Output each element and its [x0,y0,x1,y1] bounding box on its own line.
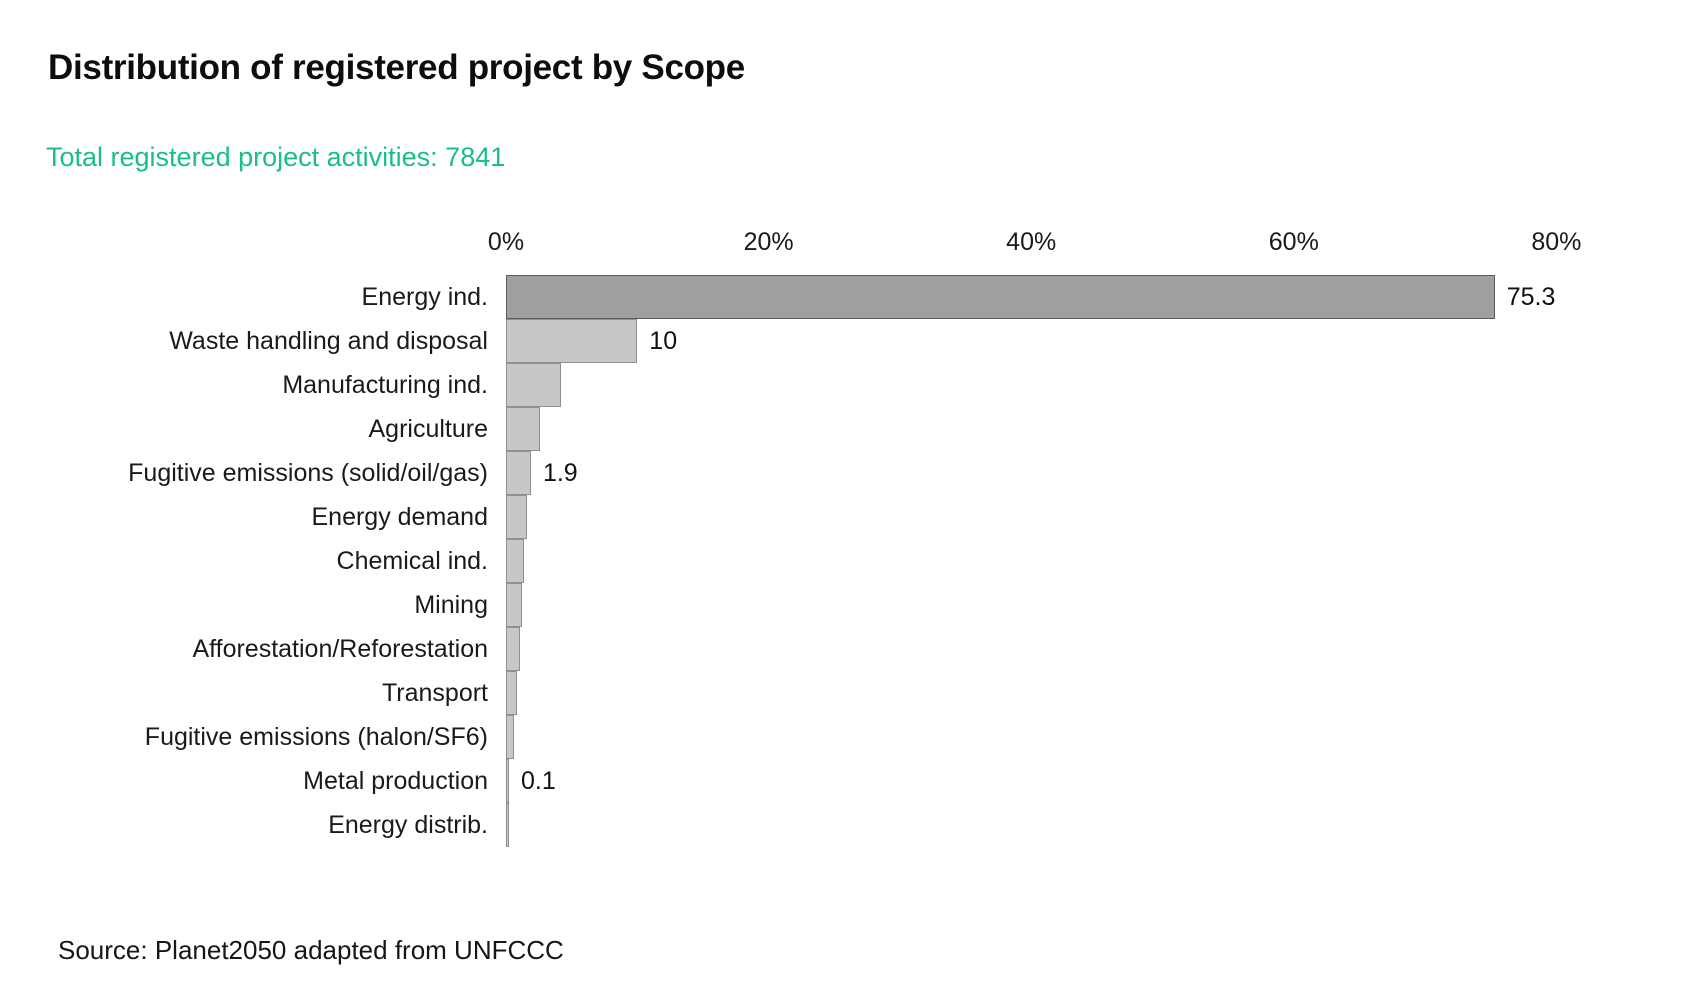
bar-track: 10 [506,319,1682,363]
bar-row: Fugitive emissions (halon/SF6) [0,715,1682,759]
x-tick-label: 40% [1006,228,1057,256]
bar-row: Chemical ind. [0,539,1682,583]
bar [506,275,1495,319]
bar-track: 1.9 [506,451,1682,495]
value-label: 75.3 [1506,282,1556,311]
bar-track [506,583,1682,627]
bar-track [506,803,1682,847]
bar [506,407,541,451]
bar-track: 75.3 [506,275,1682,319]
bar [506,671,517,715]
bar-row: Agriculture [0,407,1682,451]
bar [506,495,527,539]
bar [506,451,531,495]
bar-track [506,407,1682,451]
category-label: Chemical ind. [336,547,488,575]
bar [506,319,638,363]
bar-row: Afforestation/Reforestation [0,627,1682,671]
category-label: Energy ind. [361,283,488,311]
category-label: Energy demand [311,503,488,531]
bar-track: 0.1 [506,759,1682,803]
bar-row: Energy demand [0,495,1682,539]
source-note: Source: Planet2050 adapted from UNFCCC [58,935,564,965]
total-activities-subtitle: Total registered project activities: 784… [46,142,506,172]
category-label: Fugitive emissions (halon/SF6) [144,723,488,751]
bar [506,715,514,759]
x-tick-label: 80% [1531,228,1582,256]
category-label: Manufacturing ind. [282,371,488,399]
value-label: 1.9 [542,458,578,487]
bar [506,539,525,583]
bar-track [506,539,1682,583]
category-label: Agriculture [368,415,489,443]
bar-track [506,671,1682,715]
bar-plot: Energy ind. 75.3 Waste handling and dispos… [0,275,1682,847]
bar-row: Transport [0,671,1682,715]
bar-row: Waste handling and disposal 10 [0,319,1682,363]
value-label: 0.1 [521,766,556,795]
bar-row: Fugitive emissions (solid/oil/gas) 1.9 [0,451,1682,495]
bar-row: Energy distrib. [0,803,1682,847]
category-label: Metal production [303,767,488,795]
bar [506,803,509,847]
x-tick-label: 20% [743,228,794,256]
x-axis-ticks: 0% 20% 40% 60% 80% [0,222,1682,262]
bar [506,627,521,671]
bar [506,583,522,627]
category-label: Afforestation/Reforestation [192,635,488,663]
bar-row: Mining [0,583,1682,627]
page-title: Distribution of registered project by Sc… [48,48,745,87]
category-label: Transport [381,679,488,707]
bar-row: Energy ind. 75.3 [0,275,1682,319]
category-label: Energy distrib. [328,811,488,839]
bar-track [506,627,1682,671]
x-tick-label: 0% [487,228,525,256]
bar-row: Manufacturing ind. [0,363,1682,407]
bar [506,759,509,803]
bar-track [506,363,1682,407]
bar-track [506,715,1682,759]
value-label: 10 [649,326,678,355]
bar-track [506,495,1682,539]
bar-row: Metal production 0.1 [0,759,1682,803]
category-label: Waste handling and disposal [169,327,488,355]
x-tick-label: 60% [1268,228,1319,256]
category-label: Fugitive emissions (solid/oil/gas) [128,459,488,487]
category-label: Mining [414,591,488,619]
bar [506,363,562,407]
